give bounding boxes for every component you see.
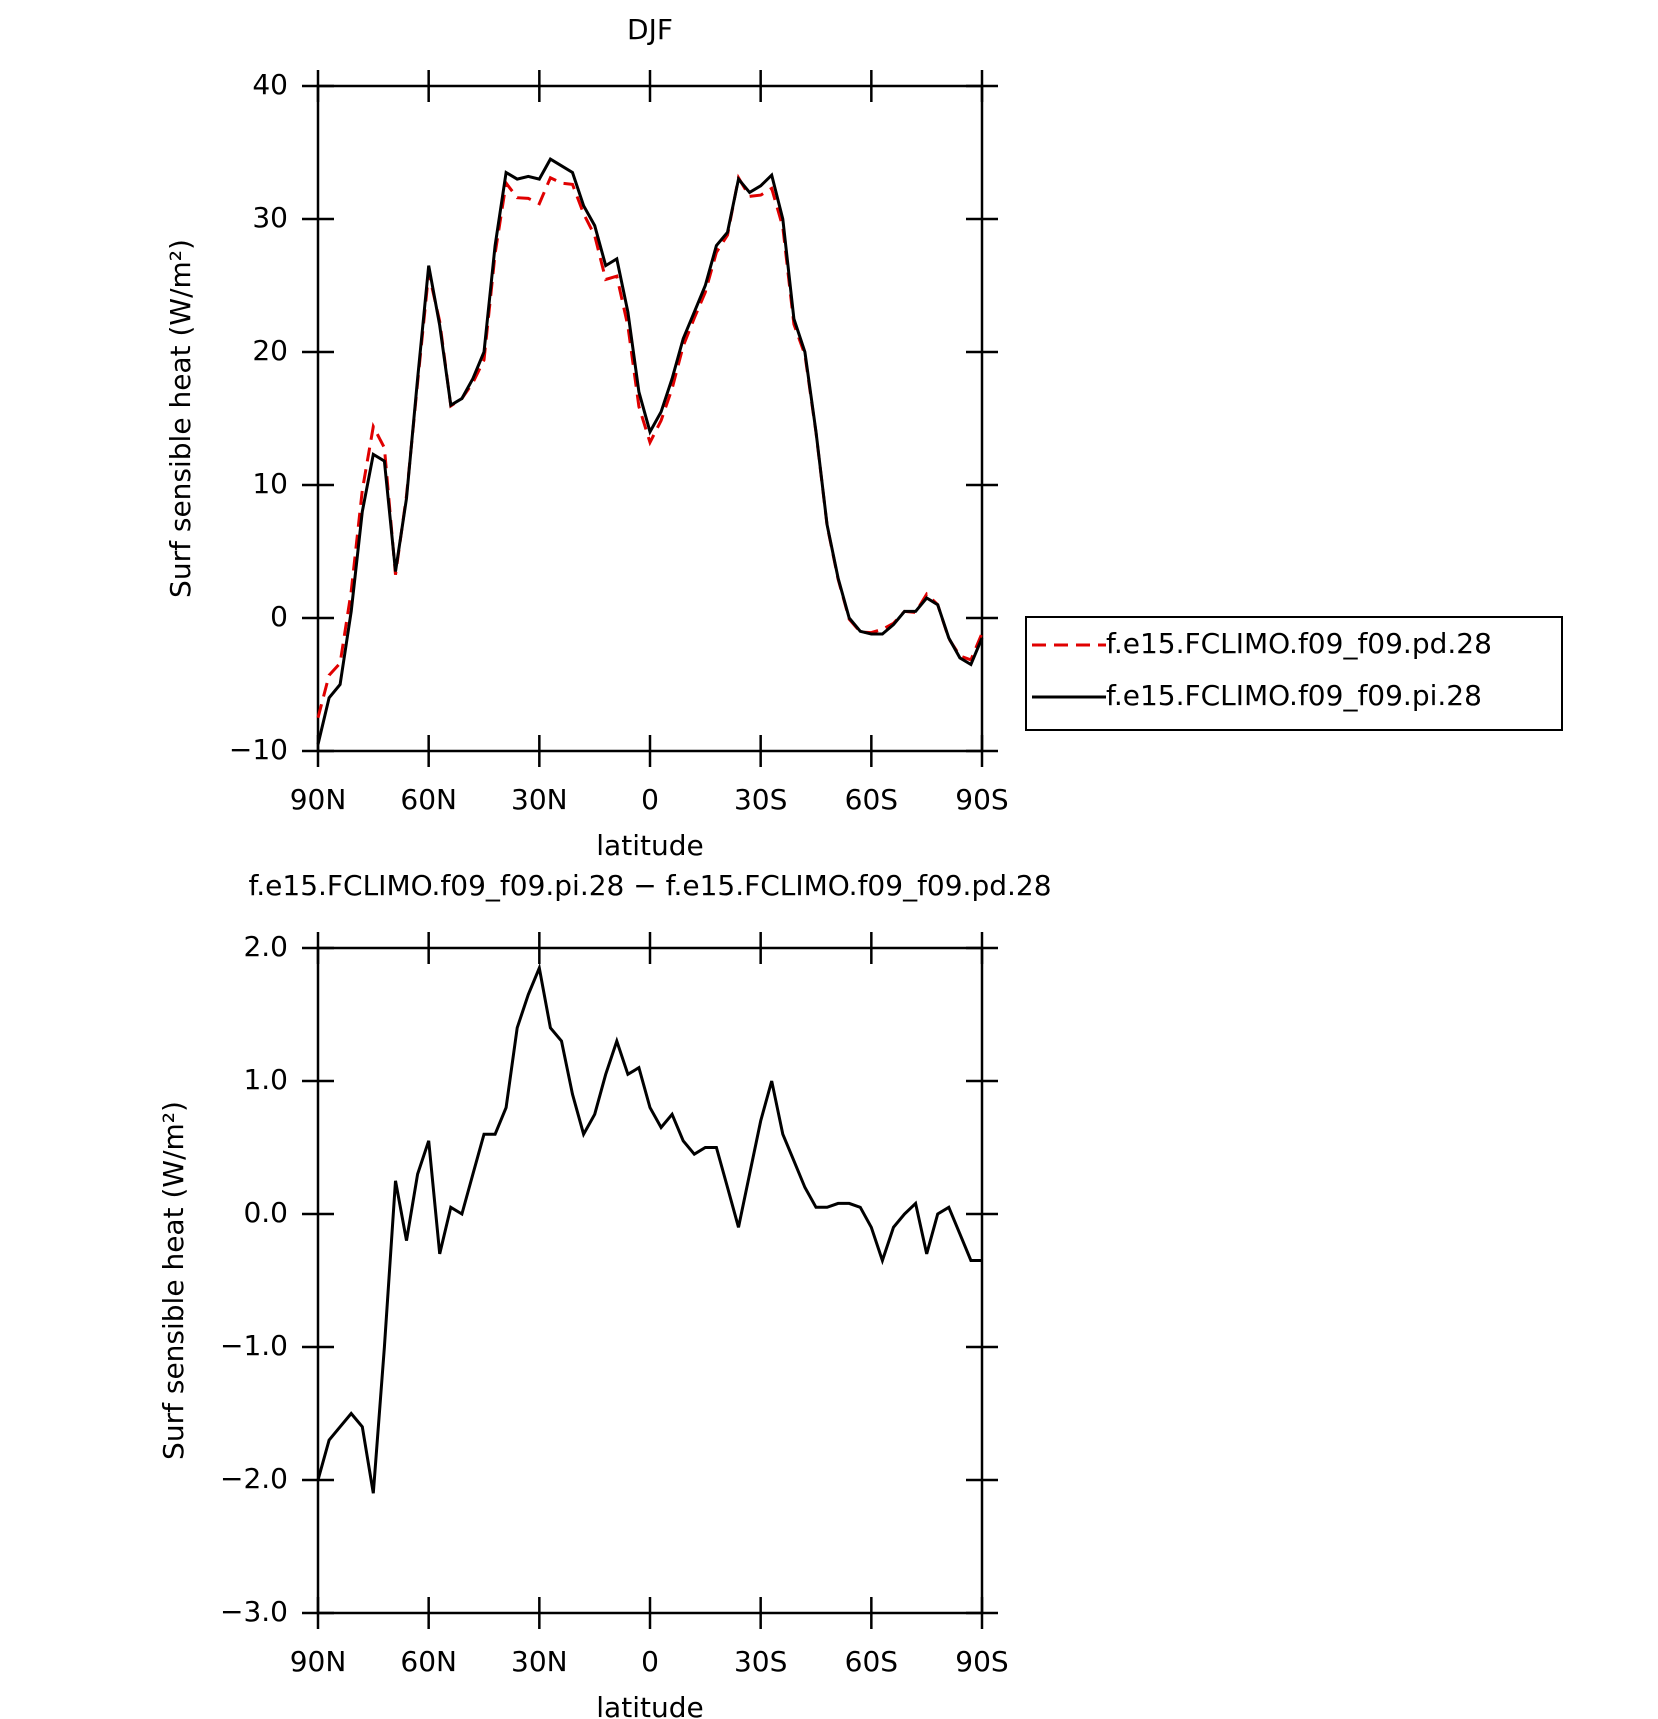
- y-tick-label: 30: [252, 201, 288, 234]
- series-line: [316, 157, 984, 745]
- x-tick-label: 0: [641, 1645, 659, 1678]
- plot-frame: [316, 946, 984, 1615]
- y-tick-label: −10: [229, 733, 288, 766]
- y-tick-label: −3.0: [220, 1595, 288, 1628]
- x-tick-label: 60S: [845, 783, 898, 816]
- x-tick-label: 30S: [734, 1645, 787, 1678]
- chart-title: f.e15.FCLIMO.f09_f09.pi.28 − f.e15.FCLIM…: [248, 869, 1051, 902]
- x-tick-label: 90N: [290, 783, 347, 816]
- x-tick-label: 60N: [400, 783, 457, 816]
- x-tick-label: 30S: [734, 783, 787, 816]
- x-tick-label: 30N: [511, 1645, 568, 1678]
- y-tick-label: 0.0: [243, 1196, 288, 1229]
- x-tick-label: 60S: [845, 1645, 898, 1678]
- y-tick-label: −1.0: [220, 1329, 288, 1362]
- series-line: [316, 173, 984, 719]
- y-axis-label: Surf sensible heat (W/m²): [157, 1101, 190, 1460]
- y-tick-label: 2.0: [243, 930, 288, 963]
- x-tick-label: 90N: [290, 1645, 347, 1678]
- x-axis-label: latitude: [596, 829, 703, 862]
- x-axis-label: latitude: [596, 1691, 703, 1719]
- series-line: [316, 962, 982, 1494]
- y-tick-label: 20: [252, 334, 288, 367]
- x-tick-label: 90S: [955, 1645, 1008, 1678]
- x-tick-label: 0: [641, 783, 659, 816]
- legend-label: f.e15.FCLIMO.f09_f09.pd.28: [1106, 627, 1492, 660]
- y-axis-label: Surf sensible heat (W/m²): [164, 239, 197, 598]
- y-tick-label: −2.0: [220, 1462, 288, 1495]
- y-tick-label: 0: [270, 600, 288, 633]
- legend-box: [1025, 616, 1563, 731]
- plot-frame: [316, 84, 984, 753]
- x-tick-label: 60N: [400, 1645, 457, 1678]
- y-tick-label: 1.0: [243, 1063, 288, 1096]
- x-tick-label: 90S: [955, 783, 1008, 816]
- y-tick-label: 10: [252, 467, 288, 500]
- x-tick-label: 30N: [511, 783, 568, 816]
- legend-label: f.e15.FCLIMO.f09_f09.pi.28: [1106, 679, 1482, 712]
- y-tick-label: 40: [252, 68, 288, 101]
- chart-title: DJF: [627, 13, 673, 46]
